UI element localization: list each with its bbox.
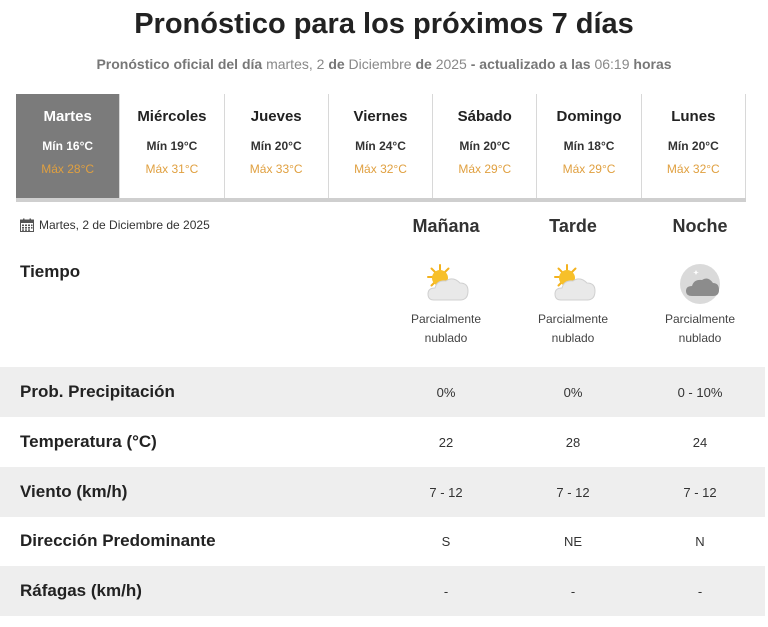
day-min-temp: Mín 20°C: [250, 139, 302, 153]
row-value: 0%: [436, 384, 456, 400]
subtitle-updated: - actualizado a las: [470, 56, 591, 72]
tab-day-jueves[interactable]: Jueves Mín 20°C Máx 33°C: [225, 94, 329, 198]
row-wind-direction: Dirección Predominante S NE N: [0, 516, 765, 566]
partly-cloudy-night-icon: [680, 264, 720, 304]
day-name: Jueves: [250, 108, 302, 125]
weather-desc-line2: nublado: [424, 331, 468, 345]
tab-day-sabado[interactable]: Sábado Mín 20°C Máx 29°C: [433, 94, 538, 198]
subtitle-de: de: [415, 56, 432, 72]
tab-day-miercoles[interactable]: Miércoles Mín 19°C Máx 31°C: [120, 94, 225, 198]
weather-desc-line1: Parcialmente: [664, 312, 736, 326]
weather-manana: Parcialmente nublado: [391, 262, 501, 348]
day-name: Martes: [43, 108, 92, 125]
row-value: N: [695, 533, 705, 549]
weather-desc-line1: Parcialmente: [537, 312, 609, 326]
row-wind: Viento (km/h) 7 - 12 7 - 12 7 - 12: [0, 467, 765, 517]
row-value: -: [443, 583, 449, 599]
row-value: 0 - 10%: [677, 384, 723, 400]
weather-noche: Parcialmente nublado: [645, 262, 755, 348]
day-max-temp: Máx 33°C: [249, 162, 303, 176]
day-name: Viernes: [353, 108, 408, 125]
weather-desc-line2: nublado: [678, 331, 722, 345]
day-max-temp: Máx 29°C: [562, 162, 616, 176]
subtitle-de: de: [328, 56, 345, 72]
selected-date-text: Martes, 2 de Diciembre de 2025: [39, 218, 210, 232]
row-label: Prob. Precipitación: [20, 382, 175, 401]
subtitle-year: 2025: [435, 56, 467, 72]
row-gusts: Ráfagas (km/h) - - -: [0, 566, 765, 616]
calendar-icon: [20, 218, 34, 232]
row-label: Ráfagas (km/h): [20, 581, 142, 600]
row-value: NE: [563, 533, 583, 549]
row-value: 22: [438, 434, 454, 450]
day-min-temp: Mín 19°C: [146, 139, 198, 153]
subtitle-month: Diciembre: [348, 56, 412, 72]
period-tarde: Tarde: [549, 216, 597, 236]
weather-tarde: Parcialmente nublado: [518, 262, 628, 348]
row-value: 24: [692, 434, 708, 450]
subtitle-prefix: Pronóstico oficial del día: [96, 56, 263, 72]
row-label: Temperatura (°C): [20, 432, 157, 451]
subtitle-day: martes, 2: [266, 56, 325, 72]
forecast-subtitle: Pronóstico oficial del día martes, 2 de …: [0, 56, 768, 72]
tiempo-label: Tiempo: [20, 262, 81, 281]
row-precipitation: Prob. Precipitación 0% 0% 0 - 10%: [0, 367, 765, 417]
row-label: Dirección Predominante: [20, 531, 216, 550]
day-max-temp: Máx 32°C: [354, 162, 407, 176]
row-value: S: [441, 533, 451, 549]
tab-day-viernes[interactable]: Viernes Mín 24°C Máx 32°C: [329, 94, 434, 198]
subtitle-time: 06:19: [594, 56, 630, 72]
weather-desc-line1: Parcialmente: [410, 312, 482, 326]
row-value: -: [570, 583, 576, 599]
row-value: 7 - 12: [556, 484, 590, 500]
partly-cloudy-day-icon: [554, 264, 596, 301]
selected-date: Martes, 2 de Diciembre de 2025: [20, 218, 210, 232]
day-max-temp: Máx 29°C: [458, 162, 512, 176]
day-min-temp: Mín 18°C: [563, 139, 615, 153]
weather-desc-line2: nublado: [551, 331, 595, 345]
row-label: Viento (km/h): [20, 482, 128, 501]
row-value: 0%: [563, 384, 583, 400]
day-min-temp: Mín 20°C: [459, 139, 511, 153]
row-value: 7 - 12: [429, 484, 463, 500]
day-name: Miércoles: [137, 108, 207, 125]
day-name: Sábado: [457, 108, 512, 125]
day-name: Lunes: [671, 108, 716, 125]
row-value: 28: [565, 434, 581, 450]
row-value: -: [697, 583, 703, 599]
period-manana: Mañana: [412, 216, 480, 236]
day-name: Domingo: [556, 108, 622, 125]
day-max-temp: Máx 28°C: [41, 162, 95, 176]
subtitle-hours: horas: [633, 56, 672, 72]
period-noche: Noche: [672, 216, 728, 236]
tab-day-martes[interactable]: Martes Mín 16°C Máx 28°C: [16, 94, 121, 198]
row-value: 7 - 12: [683, 484, 717, 500]
day-max-temp: Máx 31°C: [145, 162, 199, 176]
day-min-temp: Mín 20°C: [667, 139, 719, 153]
row-temperature: Temperatura (°C) 22 28 24: [0, 417, 765, 467]
day-max-temp: Máx 32°C: [666, 162, 720, 176]
tab-day-lunes[interactable]: Lunes Mín 20°C Máx 32°C: [642, 94, 746, 198]
day-tabs: Martes Mín 16°C Máx 28°C Miércoles Mín 1…: [16, 94, 746, 202]
partly-cloudy-day-icon: [427, 264, 469, 301]
day-min-temp: Mín 24°C: [355, 139, 406, 153]
tab-day-domingo[interactable]: Domingo Mín 18°C Máx 29°C: [537, 94, 642, 198]
page-title: Pronóstico para los próximos 7 días: [134, 8, 634, 40]
day-min-temp: Mín 16°C: [42, 139, 94, 153]
